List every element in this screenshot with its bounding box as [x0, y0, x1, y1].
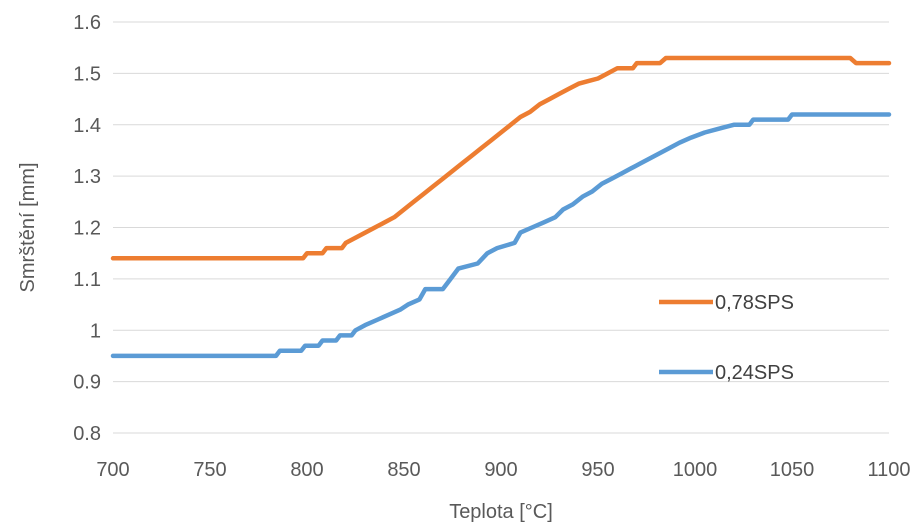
y-axis-title: Smrštění [mm]	[17, 162, 39, 292]
x-axis-title: Teplota [°C]	[449, 501, 553, 523]
y-tick-label: 1.5	[73, 63, 101, 85]
x-tick-label: 700	[96, 459, 129, 481]
x-tick-label: 900	[484, 459, 517, 481]
y-tick-label: 1.3	[73, 166, 101, 188]
series-line-1	[110, 112, 892, 359]
y-tick-label: 1.1	[73, 269, 101, 291]
x-tick-label: 750	[193, 459, 226, 481]
x-tick-label: 1050	[770, 459, 815, 481]
x-axis-ticks: 700 750 800 850 900 950 1000 1050 1100	[96, 459, 910, 481]
y-axis-ticks: 0.8 0.9 1 1.1 1.2 1.3 1.4 1.5 1.6	[73, 12, 101, 445]
y-tick-label: 1.4	[73, 115, 101, 137]
x-tick-label: 950	[581, 459, 614, 481]
legend-label: 0,78SPS	[715, 292, 794, 314]
y-tick-label: 1	[90, 320, 101, 342]
x-tick-label: 1100	[867, 459, 910, 481]
series-lines	[110, 55, 892, 359]
gridlines	[113, 21, 889, 434]
x-tick-label: 850	[387, 459, 420, 481]
legend-label: 0,24SPS	[715, 362, 794, 384]
x-tick-label: 800	[290, 459, 323, 481]
y-tick-label: 1.6	[73, 12, 101, 34]
x-tick-label: 1000	[673, 459, 718, 481]
y-tick-label: 1.2	[73, 218, 101, 240]
y-tick-label: 0.9	[73, 372, 101, 394]
y-tick-label: 0.8	[73, 423, 101, 445]
legend: 0,78SPS 0,24SPS	[659, 292, 794, 384]
series-line-0	[110, 55, 892, 261]
